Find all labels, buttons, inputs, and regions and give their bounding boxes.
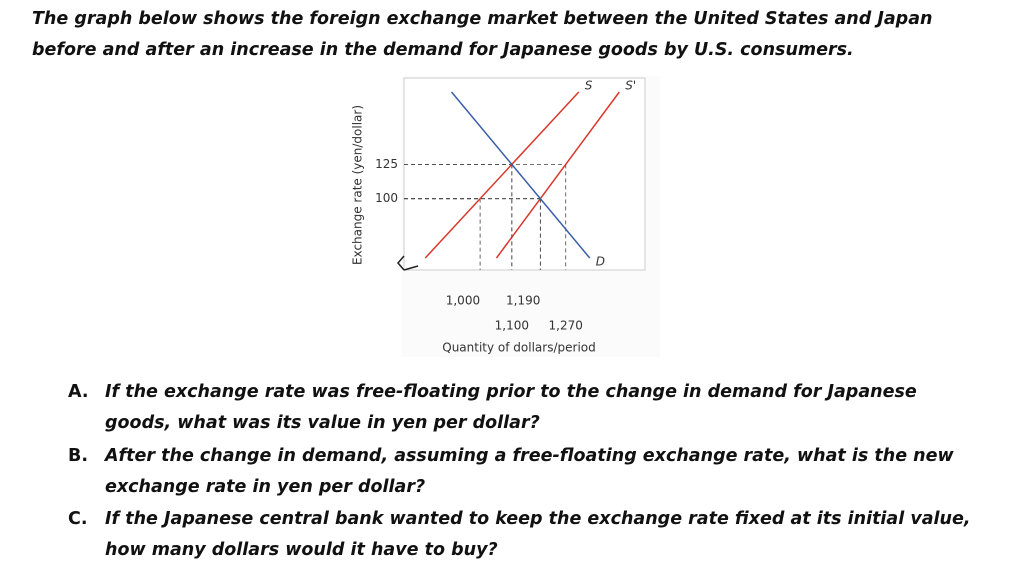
question-letter: B. <box>68 445 88 466</box>
question-text: If the Japanese central bank wanted to k… <box>105 509 971 560</box>
question-letter: C. <box>68 509 88 529</box>
x-tick-label: 1,190 <box>506 294 540 308</box>
x-tick-label: 1,000 <box>446 294 480 308</box>
question-letter: A. <box>68 382 89 402</box>
question: A. If the exchange rate was free-floating… <box>68 377 978 439</box>
question: C. If the Japanese central bank wanted to… <box>68 504 978 566</box>
y-tick-label: 125 <box>375 157 398 171</box>
header-text: The graph below shows the foreign exchan… <box>32 9 933 60</box>
curve <box>450 91 591 259</box>
question-text: If the exchange rate was free-floating p… <box>105 382 917 433</box>
question: B. After the change in demand, assuming a… <box>68 441 978 503</box>
curve-label: D <box>596 255 605 269</box>
curve <box>424 91 580 259</box>
curve-label: S <box>585 79 593 93</box>
axis-break <box>397 255 419 271</box>
curve <box>495 91 620 259</box>
x-tick-label: 1,270 <box>549 319 583 333</box>
question-text: After the change in demand, assuming a f… <box>105 445 954 497</box>
x-axis-label: Quantity of dollars/period <box>442 341 596 355</box>
x-tick-label: 1,100 <box>495 319 529 333</box>
y-tick-label: 100 <box>375 191 398 205</box>
y-axis-label: Exchange rate (yen/dollar) <box>351 105 365 265</box>
curve-label: S' <box>625 79 636 93</box>
